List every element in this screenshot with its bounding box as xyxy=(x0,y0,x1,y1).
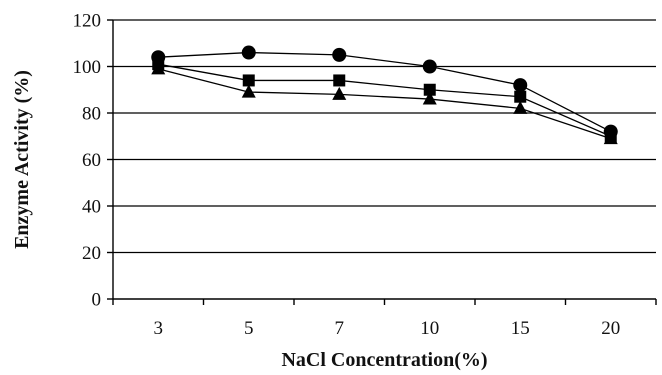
y-tick-label: 20 xyxy=(82,243,101,264)
y-tick-label: 60 xyxy=(82,150,101,171)
series-circle xyxy=(151,45,618,139)
data-point-square xyxy=(423,83,436,96)
data-point-square xyxy=(242,74,255,87)
data-point-circle xyxy=(422,59,437,74)
series-triangle xyxy=(151,61,618,145)
x-tick-label: 3 xyxy=(154,318,164,339)
data-point-triangle xyxy=(332,86,347,100)
x-tick-label: 15 xyxy=(511,318,530,339)
data-point-circle xyxy=(513,78,528,93)
x-tick-label: 7 xyxy=(335,318,345,339)
data-point-square xyxy=(514,90,527,103)
data-point-circle xyxy=(241,45,256,60)
data-point-triangle xyxy=(422,91,437,105)
x-tick-label: 10 xyxy=(420,318,439,339)
tick-labels: 0 20 40 60 80 100 120 3 5 7 10 15 20 xyxy=(73,11,621,340)
y-axis-title: Enzyme Activity (%) xyxy=(11,70,33,249)
y-tick-label: 80 xyxy=(82,104,101,125)
series-line-triangle xyxy=(158,68,611,140)
data-point-triangle xyxy=(513,100,528,114)
x-axis-title: NaCl Concentration(%) xyxy=(281,349,487,371)
data-point-square xyxy=(333,74,346,87)
data-point-circle xyxy=(332,47,347,62)
series-square xyxy=(152,58,617,143)
y-tick-label: 120 xyxy=(73,11,102,32)
data-point-triangle xyxy=(151,61,166,75)
series-line-square xyxy=(158,63,612,137)
series-group xyxy=(151,45,618,145)
y-tick-label: 0 xyxy=(92,290,102,311)
axes xyxy=(107,19,657,305)
series-line-circle xyxy=(158,51,612,133)
data-point-triangle xyxy=(241,84,256,98)
data-point-triangle xyxy=(603,131,618,145)
y-tick-label: 100 xyxy=(73,57,102,78)
x-tick-label: 5 xyxy=(244,318,254,339)
gridlines xyxy=(113,19,656,254)
y-tick-label: 40 xyxy=(82,197,101,218)
x-tick-label: 20 xyxy=(601,318,620,339)
